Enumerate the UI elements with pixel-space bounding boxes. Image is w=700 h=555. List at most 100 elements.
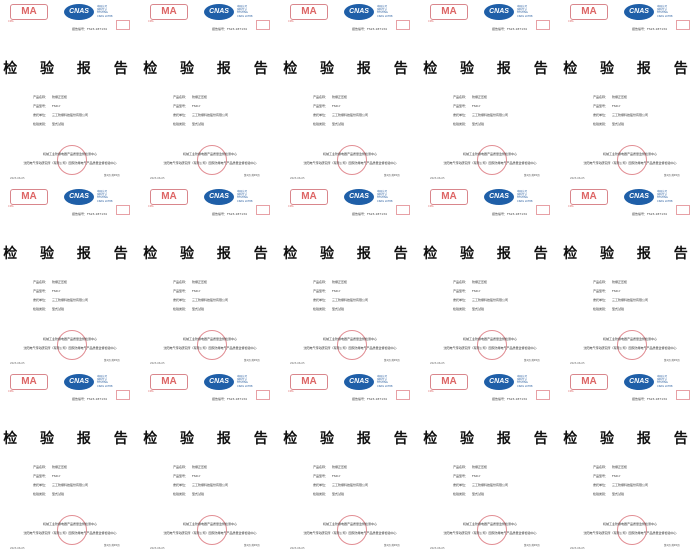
report-title: 检 验 报 告 [143, 61, 277, 77]
cnas-text: 中国认可 国际互认 TESTING CNAS L0788 [377, 190, 407, 203]
official-seal-icon [197, 515, 227, 545]
field-client: 委托单位： 三工防爆科技股份有限公司 [453, 483, 512, 487]
report-thumbnail[interactable]: MA CMA CNAS 中国认可 国际互认 TESTING CNAS L0788… [280, 0, 421, 185]
field-client: 委托单位： 三工防爆科技股份有限公司 [173, 113, 232, 117]
report-thumbnail[interactable]: MA CMA CNAS 中国认可 国际互认 TESTING CNAS L0788… [280, 185, 421, 370]
field-value: 三工防爆科技股份有限公司 [192, 113, 229, 117]
report-thumbnail[interactable]: MA CMA CNAS 中国认可 国际互认 TESTING CNAS L0788… [140, 370, 281, 555]
cnas-text-line: TESTING [97, 11, 108, 15]
field-value: FSD-Y [332, 474, 341, 478]
issuing-org-line-1: 机械工业防爆电器产品质量监督检测中心 [42, 152, 97, 156]
cnas-logo: CNAS [204, 189, 234, 205]
report-thumbnail[interactable]: MA CMA CNAS 中国认可 国际互认 TESTING CNAS L0788… [0, 0, 141, 185]
cnas-text: 中国认可 国际互认 TESTING CNAS L0788 [657, 190, 687, 203]
page-number: 第1页 共45页 [664, 359, 680, 362]
page-number: 第1页 共45页 [664, 174, 680, 177]
field-label: 产品名称： [313, 95, 329, 99]
report-title: 检 验 报 告 [563, 431, 697, 447]
field-test-type: 检验类别： 型式试验 [173, 122, 208, 126]
field-client: 委托单位： 三工防爆科技股份有限公司 [593, 298, 652, 302]
cnas-text-line: TESTING [657, 11, 668, 15]
report-thumbnail[interactable]: MA CMA CNAS 中国认可 国际互认 TESTING CNAS L0788… [420, 370, 561, 555]
field-value: 防爆正压柜 [472, 95, 488, 99]
cnas-text-line: 中国认可 [517, 190, 528, 193]
seal-stamp-icon [396, 205, 410, 215]
field-label: 委托单位： [313, 298, 329, 302]
field-value: FSD-Y [52, 104, 61, 108]
report-thumbnail[interactable]: MA CMA CNAS 中国认可 国际互认 TESTING CNAS L0788… [420, 0, 561, 185]
seal-stamp-icon [256, 205, 270, 215]
field-value: 型式试验 [472, 307, 485, 311]
field-label: 委托单位： [453, 113, 469, 117]
cnas-text-line: 国际互认 [377, 193, 388, 197]
field-value: 防爆正压柜 [332, 465, 348, 469]
report-number-value: FS23-187134 [87, 27, 107, 31]
cma-logo: MA [10, 374, 48, 390]
report-date: 2023-06-05 [150, 177, 165, 180]
seal-stamp-icon [256, 20, 270, 30]
cnas-text-line: TESTING [517, 381, 528, 385]
report-date: 2023-06-05 [430, 177, 445, 180]
field-value: 三工防爆科技股份有限公司 [52, 113, 89, 117]
page-number: 第1页 共45页 [524, 359, 540, 362]
cnas-text-line: 中国认可 [377, 375, 388, 378]
report-thumbnail[interactable]: MA CMA CNAS 中国认可 国际互认 TESTING CNAS L0788… [0, 370, 141, 555]
field-label: 检验类别： [173, 122, 189, 126]
report-number-value: FS23-187134 [87, 212, 107, 216]
report-thumbnail[interactable]: MA CMA CNAS 中国认可 国际互认 TESTING CNAS L0788… [0, 185, 141, 370]
field-label: 产品型号： [313, 104, 329, 108]
cma-logo: MA [150, 189, 188, 205]
report-thumbnail[interactable]: MA CMA CNAS 中国认可 国际互认 TESTING CNAS L0788… [140, 185, 281, 370]
issuing-org-line-1: 机械工业防爆电器产品质量监督检测中心 [322, 152, 377, 156]
field-test-type: 检验类别： 型式试验 [313, 492, 348, 496]
field-product-name: 产品名称： 防爆正压柜 [453, 95, 491, 99]
field-test-type: 检验类别： 型式试验 [593, 307, 628, 311]
official-seal-icon [337, 145, 367, 175]
cnas-text-line: 国际互认 [97, 193, 108, 197]
seal-stamp-icon [116, 205, 130, 215]
cma-logo: MA [150, 374, 188, 390]
cnas-text: 中国认可 国际互认 TESTING CNAS L0788 [377, 5, 407, 18]
field-label: 产品名称： [33, 95, 49, 99]
field-product-model: 产品型号： FSD-Y [173, 289, 204, 293]
page-number: 第1页 共45页 [104, 544, 120, 547]
field-label: 委托单位： [173, 483, 189, 487]
report-date: 2023-06-05 [10, 547, 25, 550]
report-thumbnail[interactable]: MA CMA CNAS 中国认可 国际互认 TESTING CNAS L0788… [560, 0, 700, 185]
field-label: 检验类别： [593, 492, 609, 496]
field-label: 检验类别： [173, 307, 189, 311]
report-thumbnail[interactable]: MA CMA CNAS 中国认可 国际互认 TESTING CNAS L0788… [140, 0, 281, 185]
report-number: 报告编号：FS23-187134 [492, 397, 527, 401]
cnas-text-line: 中国认可 [97, 190, 108, 193]
report-number-label: 报告编号： [212, 27, 228, 31]
field-label: 产品名称： [593, 280, 609, 284]
cma-logo-subtext: CMA [8, 20, 14, 23]
cnas-text-line: 中国认可 [237, 375, 248, 378]
field-product-name: 产品名称： 防爆正压柜 [593, 465, 631, 469]
seal-stamp-icon [116, 20, 130, 30]
official-seal-icon [477, 515, 507, 545]
field-label: 检验类别： [33, 307, 49, 311]
issuing-org-line-1: 机械工业防爆电器产品质量监督检测中心 [182, 337, 237, 341]
page-number: 第1页 共45页 [384, 359, 400, 362]
report-number: 报告编号：FS23-187134 [212, 397, 247, 401]
field-test-type: 检验类别： 型式试验 [173, 307, 208, 311]
seal-stamp-icon [116, 390, 130, 400]
page-number: 第1页 共45页 [244, 174, 260, 177]
report-thumbnail[interactable]: MA CMA CNAS 中国认可 国际互认 TESTING CNAS L0788… [560, 185, 700, 370]
report-number-label: 报告编号： [352, 27, 368, 31]
field-value: 型式试验 [612, 492, 625, 496]
field-value: 三工防爆科技股份有限公司 [612, 483, 649, 487]
cma-logo-subtext: CMA [428, 390, 434, 393]
field-value: 防爆正压柜 [472, 280, 488, 284]
report-thumbnail[interactable]: MA CMA CNAS 中国认可 国际互认 TESTING CNAS L0788… [560, 370, 700, 555]
cma-logo-subtext: CMA [8, 390, 14, 393]
field-label: 委托单位： [313, 113, 329, 117]
report-thumbnail[interactable]: MA CMA CNAS 中国认可 国际互认 TESTING CNAS L0788… [420, 185, 561, 370]
field-value: FSD-Y [192, 104, 201, 108]
field-value: 防爆正压柜 [192, 95, 208, 99]
field-value: 型式试验 [192, 122, 205, 126]
report-thumbnail[interactable]: MA CMA CNAS 中国认可 国际互认 TESTING CNAS L0788… [280, 370, 421, 555]
field-label: 产品名称： [173, 280, 189, 284]
